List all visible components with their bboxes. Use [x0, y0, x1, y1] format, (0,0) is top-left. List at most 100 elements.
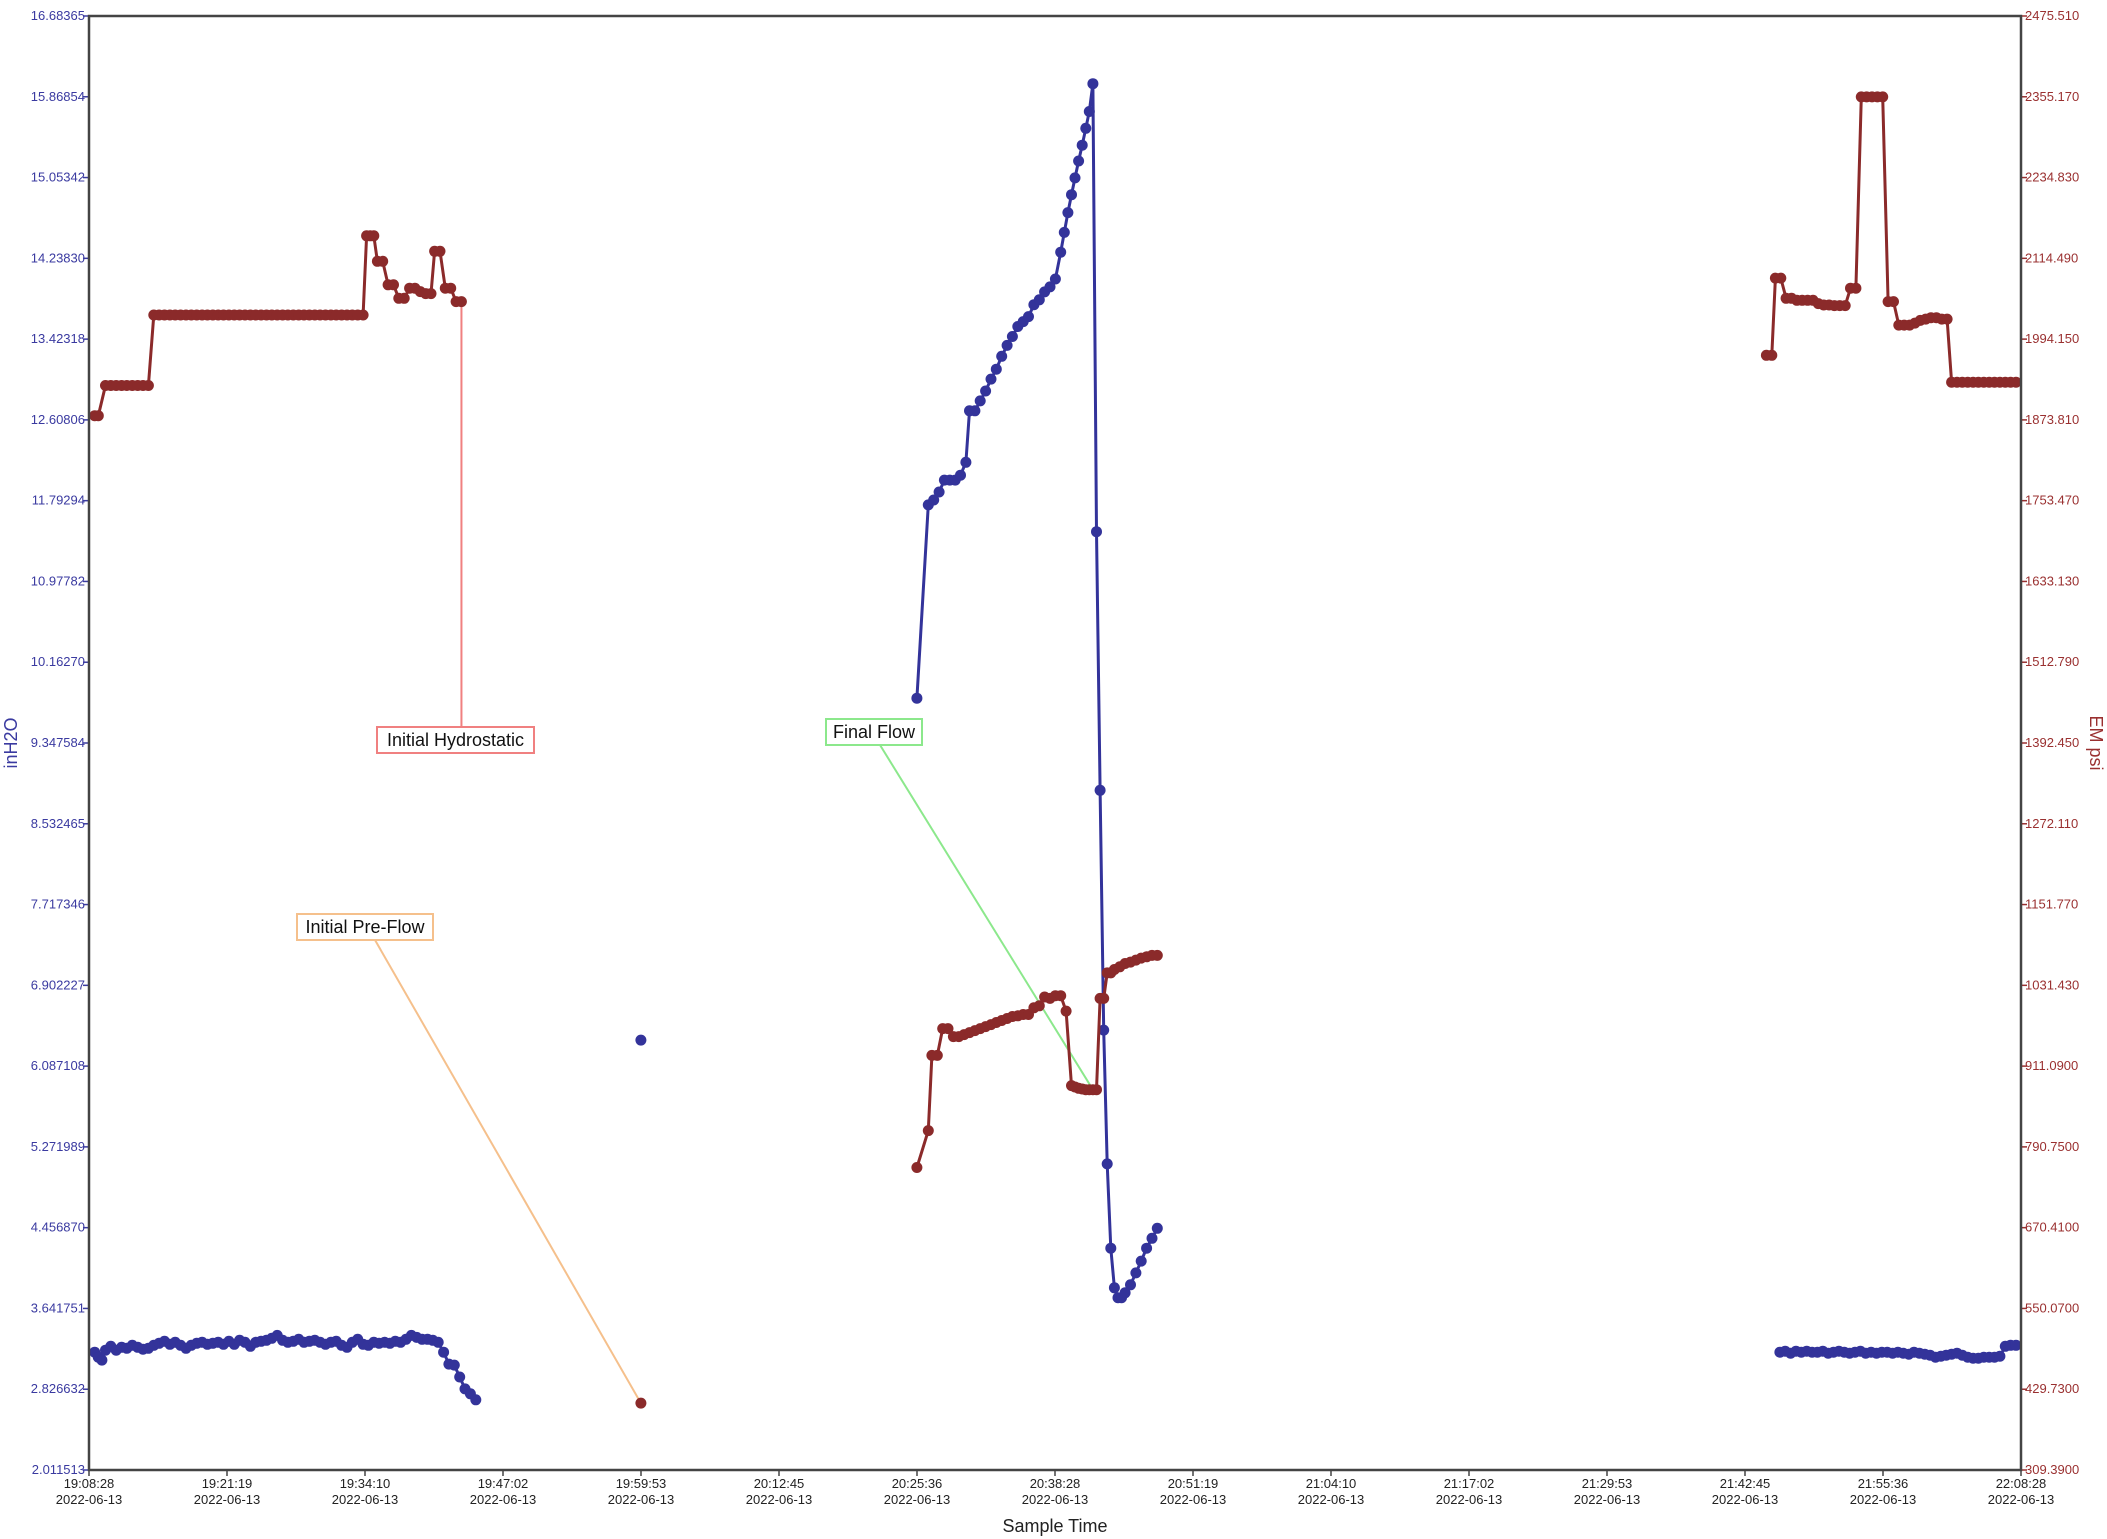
left-tick-label: 15.86854	[31, 89, 85, 104]
data-point	[357, 309, 369, 321]
data-point	[1087, 78, 1099, 90]
left-tick-label: 6.902227	[31, 977, 85, 992]
right-tick-label: 550.0700	[2025, 1300, 2079, 1315]
x-tick-date-label: 2022-06-13	[1022, 1492, 1089, 1507]
data-point	[1839, 300, 1851, 312]
data-point	[1135, 1255, 1147, 1267]
left-tick-label: 3.641751	[31, 1300, 85, 1315]
right-tick-label: 2114.490	[2025, 250, 2078, 265]
data-point	[1001, 339, 1013, 351]
left-tick-label: 5.271989	[31, 1139, 85, 1154]
data-point	[1146, 1232, 1158, 1244]
data-point	[1850, 282, 1862, 294]
data-point	[1098, 1024, 1110, 1036]
right-y-axis-title: EM psi	[2086, 715, 2106, 770]
data-point	[969, 405, 981, 417]
data-point	[1125, 1279, 1136, 1291]
right-tick-label: 1873.810	[2025, 412, 2079, 427]
data-point	[2010, 1339, 2022, 1351]
data-point	[1069, 172, 1081, 184]
left-tick-label: 6.087108	[31, 1058, 85, 1073]
data-point	[1062, 207, 1074, 219]
left-tick-label: 4.456870	[31, 1220, 85, 1235]
annotation-box	[296, 913, 434, 941]
x-tick-date-label: 2022-06-13	[1574, 1492, 1641, 1507]
x-tick-time-label: 19:59:53	[616, 1476, 667, 1491]
data-point	[388, 279, 399, 291]
data-point	[1119, 1287, 1131, 1299]
annotation-leaders	[374, 301, 1094, 1404]
data-point	[1091, 526, 1102, 538]
right-tick-label: 670.4100	[2025, 1220, 2079, 1235]
annotation-box	[825, 718, 923, 746]
data-point	[454, 1371, 466, 1383]
x-tick-time-label: 20:25:36	[892, 1476, 943, 1491]
data-point	[911, 1162, 923, 1173]
x-tick-time-label: 21:17:02	[1444, 1476, 1495, 1491]
x-tick-time-label: 20:38:28	[1030, 1476, 1081, 1491]
data-point	[1888, 296, 1899, 308]
data-point	[985, 373, 997, 385]
x-tick-time-label: 19:08:28	[64, 1476, 115, 1491]
data-point	[1076, 139, 1088, 151]
data-point	[455, 296, 467, 308]
data-point	[1049, 273, 1061, 285]
data-point	[434, 245, 446, 257]
data-point	[470, 1394, 482, 1406]
right-tick-label: 1031.430	[2025, 977, 2079, 992]
left-tick-label: 13.42318	[31, 331, 85, 346]
data-point	[438, 1346, 450, 1358]
data-point	[445, 282, 457, 294]
data-point	[1044, 281, 1056, 293]
data-point	[425, 288, 437, 300]
left-tick-label: 2.826632	[31, 1381, 85, 1396]
x-tick-time-label: 21:42:45	[1720, 1476, 1771, 1491]
x-tick-time-label: 19:21:19	[202, 1476, 253, 1491]
x-tick-date-label: 2022-06-13	[56, 1492, 123, 1507]
left-y-axis: 16.68365 15.86854 15.05342 14.23830 13.42318…	[31, 8, 89, 1477]
x-tick-time-label: 22:08:28	[1996, 1476, 2047, 1491]
left-tick-label: 16.68365	[31, 8, 85, 23]
data-point	[1091, 1084, 1102, 1096]
data-point	[1080, 122, 1092, 134]
right-tick-label: 1753.470	[2025, 493, 2079, 508]
right-tick-label: 429.7300	[2025, 1381, 2079, 1396]
right-tick-label: 1633.130	[2025, 573, 2079, 588]
data-point	[1073, 155, 1085, 167]
right-tick-label: 1512.790	[2025, 654, 2079, 669]
x-tick-date-label: 2022-06-13	[884, 1492, 951, 1507]
data-point	[1141, 1242, 1153, 1254]
data-point	[980, 385, 992, 397]
data-point	[1083, 106, 1095, 117]
data-point	[1033, 1000, 1045, 1012]
plot-frame	[87, 14, 2023, 1472]
data-point	[1006, 331, 1018, 342]
data-point	[432, 1336, 444, 1348]
left-y-axis-title: inH2O	[1, 717, 21, 768]
right-tick-label: 911.0900	[2025, 1058, 2078, 1073]
right-y-axis: 2475.510 2355.170 2234.830 2114.490 1994.150…	[2021, 8, 2079, 1477]
x-tick-date-label: 2022-06-13	[608, 1492, 675, 1507]
series-psi	[89, 91, 2022, 1409]
data-point	[990, 363, 1002, 375]
data-point	[960, 456, 972, 468]
right-tick-label: 2234.830	[2025, 170, 2079, 185]
right-tick-label: 1392.450	[2025, 735, 2079, 750]
x-tick-time-label: 19:34:10	[340, 1476, 391, 1491]
annotation-label: Initial Pre-Flow	[305, 917, 425, 937]
data-point	[1130, 1267, 1142, 1279]
data-point	[1775, 272, 1787, 284]
data-point	[368, 230, 380, 242]
data-point	[1023, 311, 1034, 323]
data-point	[933, 486, 945, 498]
data-point	[377, 255, 389, 267]
annotation-label: Initial Hydrostatic	[387, 730, 524, 750]
x-tick-date-label: 2022-06-13	[1298, 1492, 1365, 1507]
data-point	[911, 692, 923, 704]
x-tick-time-label: 20:51:19	[1168, 1476, 1219, 1491]
x-tick-date-label: 2022-06-13	[332, 1492, 399, 1507]
data-point	[922, 1125, 934, 1137]
left-tick-label: 2.011513	[32, 1462, 85, 1477]
data-point	[1055, 990, 1067, 1002]
